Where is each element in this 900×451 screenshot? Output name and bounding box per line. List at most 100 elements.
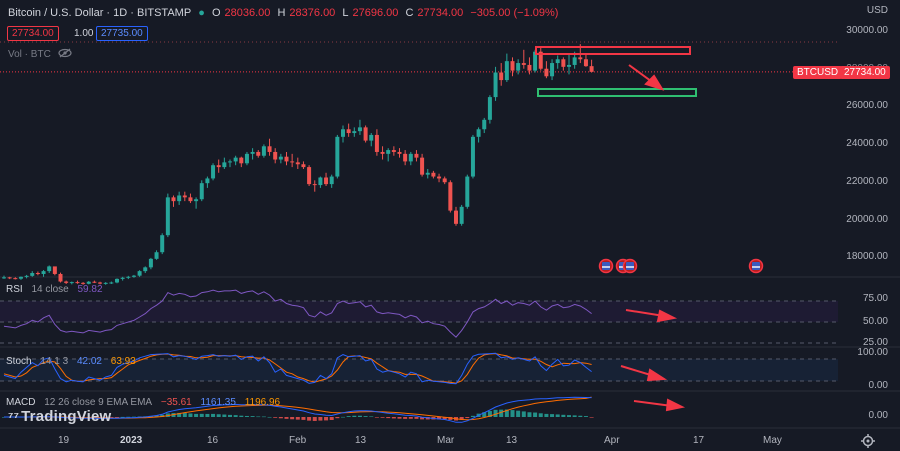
candle-body[interactable] [521,63,526,65]
candle-body[interactable] [256,151,261,156]
candle-body[interactable] [199,183,204,200]
buy-button[interactable]: 27735.00 [96,26,148,41]
macd-legend[interactable]: MACD 12 26 close 9 EMA EMA −35.61 1161.3… [6,397,286,408]
candle-body[interactable] [120,277,125,279]
candle-body[interactable] [312,184,317,186]
candle-body[interactable] [278,156,283,160]
candle-body[interactable] [233,157,238,162]
candle-body[interactable] [267,146,272,152]
candle-body[interactable] [160,235,165,253]
candle-body[interactable] [380,151,385,154]
candle-body[interactable] [295,162,300,165]
candle-body[interactable] [182,195,187,198]
candle-body[interactable] [64,281,69,283]
candle-body[interactable] [148,258,153,268]
candle-body[interactable] [352,131,357,134]
candle-body[interactable] [216,165,221,168]
candle-body[interactable] [318,177,323,186]
symbol-legend[interactable]: Bitcoin / U.S. Dollar · 1D · BITSTAMP ● … [8,7,562,19]
candle-body[interactable] [324,177,329,185]
rsi-down-arrow[interactable] [625,309,665,317]
candle-body[interactable] [222,162,227,168]
candle-body[interactable] [75,282,80,284]
candle-body[interactable] [538,51,543,69]
candle-body[interactable] [81,282,86,284]
candle-body[interactable] [13,278,18,280]
candle-body[interactable] [482,119,487,130]
candle-body[interactable] [431,172,436,177]
candle-body[interactable] [403,153,408,162]
candle-body[interactable] [131,275,136,277]
candle-body[interactable] [414,153,419,158]
candle-body[interactable] [454,210,458,224]
volume-legend[interactable]: Vol · BTC [8,48,76,60]
economic-event-flag[interactable] [748,258,764,274]
candle-body[interactable] [239,157,244,164]
candle-body[interactable] [408,153,413,162]
candle-body[interactable] [442,178,447,183]
candle-body[interactable] [18,276,23,279]
candle-body[interactable] [194,199,199,202]
candle-body[interactable] [544,68,549,77]
candle-body[interactable] [363,127,368,141]
candle-body[interactable] [41,271,46,274]
gear-icon[interactable] [861,434,875,448]
candle-body[interactable] [126,276,131,278]
candle-body[interactable] [69,282,74,284]
support-rectangle[interactable] [537,88,697,97]
candle-body[interactable] [572,57,577,65]
candle-body[interactable] [533,51,538,71]
candle-body[interactable] [143,267,148,272]
candle-body[interactable] [165,197,170,236]
candle-body[interactable] [420,157,425,175]
candle-body[interactable] [527,64,532,71]
candle-body[interactable] [578,57,583,60]
candle-body[interactable] [250,151,255,154]
candle-body[interactable] [137,271,142,276]
candle-body[interactable] [465,176,470,207]
candle-body[interactable] [261,146,266,156]
candle-body[interactable] [115,278,119,283]
candle-body[interactable] [550,63,555,77]
candle-body[interactable] [470,136,475,177]
macd-down-arrow[interactable] [633,400,673,407]
candle-body[interactable] [397,151,402,154]
candle-body[interactable] [244,153,249,164]
candle-body[interactable] [437,176,442,179]
candle-body[interactable] [341,129,345,137]
rsi-legend[interactable]: RSI 14 close 59.82 [6,284,109,295]
candle-body[interactable] [290,161,295,163]
candle-body[interactable] [374,134,379,152]
candle-body[interactable] [307,167,312,185]
candle-body[interactable] [30,273,35,276]
candle-body[interactable] [386,150,391,154]
resistance-rectangle[interactable] [535,46,691,55]
candle-body[interactable] [487,97,492,120]
candle-body[interactable] [205,178,210,184]
candle-body[interactable] [510,61,515,71]
candle-body[interactable] [493,72,498,98]
candle-body[interactable] [2,277,6,279]
candle-body[interactable] [86,281,91,284]
symbol-title[interactable]: Bitcoin / U.S. Dollar · 1D · BITSTAMP [8,7,192,19]
candle-body[interactable] [52,266,57,274]
candle-body[interactable] [567,64,571,67]
candle-body[interactable] [211,165,216,179]
candle-body[interactable] [98,282,103,284]
tradingview-logo[interactable]: ⁷⁷ TradingView [8,408,111,425]
candle-body[interactable] [583,59,588,67]
candle-body[interactable] [92,281,97,283]
economic-event-flag[interactable] [622,258,638,274]
candle-body[interactable] [476,129,481,137]
candle-body[interactable] [154,252,159,259]
candle-body[interactable] [58,273,63,282]
candle-body[interactable] [516,63,521,71]
candle-body[interactable] [301,164,306,168]
candle-body[interactable] [35,273,40,275]
candle-body[interactable] [103,282,108,284]
candle-body[interactable] [346,129,351,134]
candle-body[interactable] [335,136,340,177]
candle-body[interactable] [47,266,52,272]
candle-body[interactable] [329,176,334,185]
